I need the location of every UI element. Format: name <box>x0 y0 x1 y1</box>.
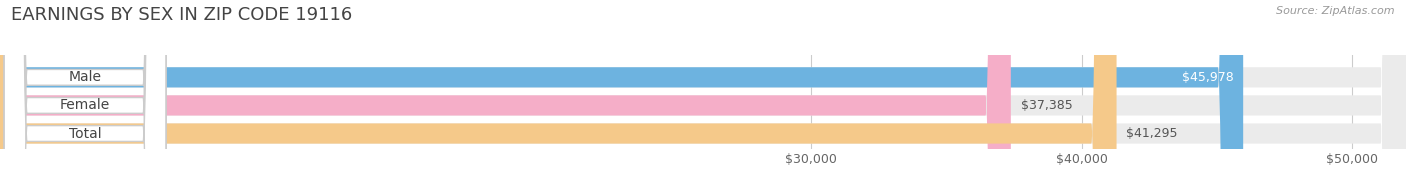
Text: Female: Female <box>60 98 110 113</box>
FancyBboxPatch shape <box>0 0 1011 196</box>
FancyBboxPatch shape <box>4 0 166 196</box>
Text: Male: Male <box>69 70 101 84</box>
Text: EARNINGS BY SEX IN ZIP CODE 19116: EARNINGS BY SEX IN ZIP CODE 19116 <box>11 6 353 24</box>
Text: Source: ZipAtlas.com: Source: ZipAtlas.com <box>1277 6 1395 16</box>
Text: Total: Total <box>69 126 101 141</box>
Text: $37,385: $37,385 <box>1021 99 1073 112</box>
Text: $45,978: $45,978 <box>1181 71 1233 84</box>
FancyBboxPatch shape <box>0 0 1243 196</box>
FancyBboxPatch shape <box>4 0 166 196</box>
FancyBboxPatch shape <box>4 0 166 196</box>
FancyBboxPatch shape <box>0 0 1116 196</box>
Text: $41,295: $41,295 <box>1126 127 1178 140</box>
